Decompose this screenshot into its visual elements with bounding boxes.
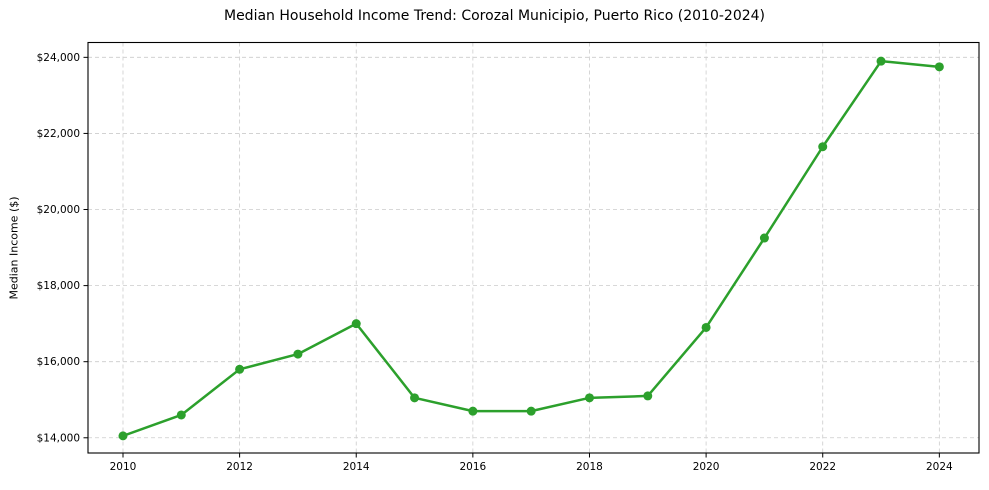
x-tick-label: 2010 xyxy=(110,461,137,473)
y-tick-label: $18,000 xyxy=(37,280,80,292)
data-point-2019 xyxy=(643,391,653,401)
x-tick-label: 2016 xyxy=(459,461,486,473)
data-point-2017 xyxy=(526,406,536,416)
trend-line xyxy=(121,59,941,438)
data-point-2015 xyxy=(410,393,420,403)
data-point-2021 xyxy=(759,233,769,243)
plot-border xyxy=(87,41,980,454)
x-tick-label: 2020 xyxy=(693,461,720,473)
data-point-2014 xyxy=(351,319,361,329)
y-tick-label: $24,000 xyxy=(37,52,80,64)
x-tick-label: 2012 xyxy=(226,461,253,473)
data-point-2010 xyxy=(118,431,128,441)
chart-title: Median Household Income Trend: Corozal M… xyxy=(223,8,766,24)
y-tick-label: $22,000 xyxy=(37,128,80,140)
data-point-2016 xyxy=(468,406,478,416)
data-point-2018 xyxy=(584,393,594,403)
y-tick-label: $16,000 xyxy=(37,356,80,368)
data-point-2011 xyxy=(176,410,186,420)
data-point-2013 xyxy=(293,349,303,359)
y-tick-label: $20,000 xyxy=(37,204,80,216)
data-point-2023 xyxy=(876,56,886,66)
data-point-2022 xyxy=(818,142,828,152)
y-tick-label: $14,000 xyxy=(37,432,80,444)
x-tick-label: 2022 xyxy=(809,461,836,473)
data-point-2024 xyxy=(934,62,944,72)
x-tick-label: 2018 xyxy=(576,461,603,473)
x-tick-label: 2024 xyxy=(926,461,953,473)
data-point-2020 xyxy=(701,322,711,332)
x-tick-label: 2014 xyxy=(343,461,370,473)
data-point-2012 xyxy=(235,364,245,374)
